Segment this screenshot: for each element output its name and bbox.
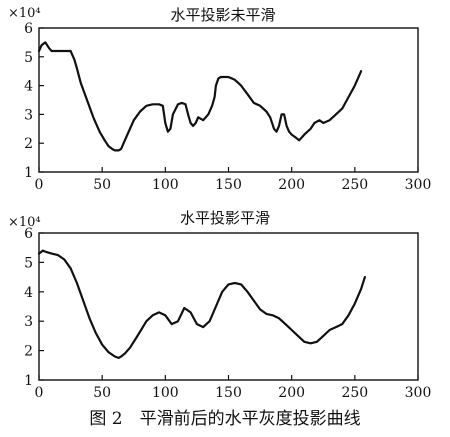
- y-tick-label: 1: [24, 373, 33, 389]
- x-tick-label: 0: [35, 177, 44, 193]
- x-tick-label: 300: [405, 385, 432, 401]
- x-tick-label: 50: [93, 385, 111, 401]
- y-tick-label: 3: [24, 314, 33, 330]
- y-tick-label: 2: [24, 344, 33, 360]
- x-tick-label: 100: [152, 385, 179, 401]
- y-tick-label: 6: [24, 21, 33, 37]
- x-tick-label: 0: [35, 385, 44, 401]
- x-tick-label: 250: [341, 177, 368, 193]
- y-tick-label: 1: [24, 165, 33, 181]
- x-tick-label: 150: [215, 385, 242, 401]
- y-multiplier-label: ×10⁴: [8, 215, 41, 230]
- x-tick-label: 100: [152, 177, 179, 193]
- y-multiplier-label: ×10⁴: [8, 6, 41, 21]
- y-tick-label: 5: [24, 255, 33, 271]
- y-tick-label: 4: [24, 79, 33, 95]
- chart-title: 水平投影未平滑: [170, 6, 275, 24]
- chart-panel-unsmoothed: ×10⁴ 水平投影未平滑 0 50 100 150 200 250 300 1 2 3 4 5 6: [8, 6, 431, 193]
- y-tick-label: 3: [24, 107, 33, 123]
- series-group: [37, 249, 366, 359]
- y-tick-label: 6: [24, 226, 33, 242]
- y-tick-label: 2: [24, 136, 33, 152]
- chart-panel-smoothed: ×10⁴ 水平投影平滑 0 50 100 150 200 250 300 1 2 3 4 5 6: [8, 209, 431, 401]
- figure-caption: 图 2 平滑前后的水平灰度投影曲线: [89, 409, 360, 429]
- y-tick-label: 4: [24, 285, 33, 301]
- plot-frame: [38, 27, 419, 173]
- x-tick-label: 200: [278, 177, 305, 193]
- plot-frame: [38, 232, 419, 381]
- x-tick-label: 250: [341, 385, 368, 401]
- x-tick-label: 50: [93, 177, 111, 193]
- series-group: [37, 41, 363, 152]
- series-line: [37, 41, 363, 152]
- x-tick-label: 200: [278, 385, 305, 401]
- axis-ticks: 0 50 100 150 200 250 300 1 2 3 4 5 6: [24, 21, 431, 193]
- x-tick-label: 300: [405, 177, 432, 193]
- x-tick-label: 150: [215, 177, 242, 193]
- series-line: [37, 249, 366, 359]
- chart-title: 水平投影平滑: [180, 209, 270, 227]
- axis-ticks: 0 50 100 150 200 250 300 1 2 3 4 5 6: [24, 226, 431, 401]
- y-tick-label: 5: [24, 50, 33, 66]
